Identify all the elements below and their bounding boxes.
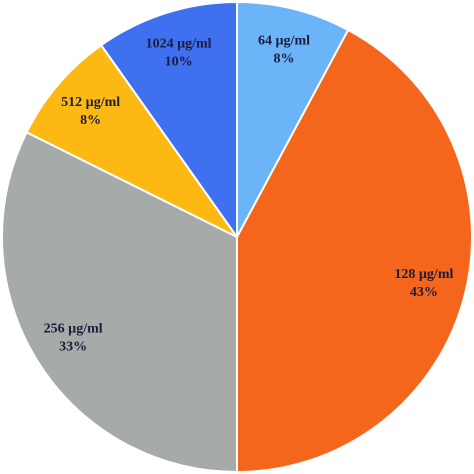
slice-category-label: 256 µg/ml (44, 322, 103, 337)
pie-slice (236, 0, 350, 238)
slice-value-label: 43% (410, 285, 438, 300)
slice-category-label: 1024 µg/ml (146, 37, 212, 52)
slice-value-label: 8% (274, 51, 295, 66)
pie-slice (236, 28, 473, 474)
slice-category-label: 64 µg/ml (258, 33, 310, 48)
slice-value-label: 10% (165, 55, 193, 70)
pie-slice (1, 130, 238, 474)
slice-category-label: 512 µg/ml (61, 95, 120, 110)
slice-value-label: 33% (59, 340, 87, 355)
pie-slice (99, 0, 238, 241)
slice-value-label: 8% (80, 113, 101, 128)
pie-slice (25, 43, 238, 238)
slice-category-label: 128 µg/ml (394, 267, 453, 282)
